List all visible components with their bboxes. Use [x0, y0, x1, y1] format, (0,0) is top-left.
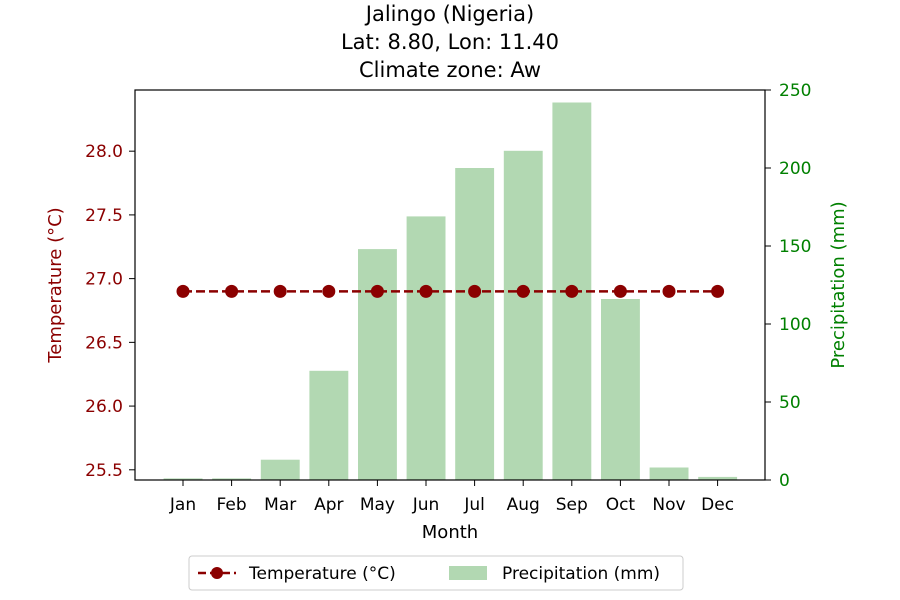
precip-bar-nov	[649, 467, 689, 480]
chart-title: Jalingo (Nigeria) Lat: 8.80, Lon: 11.40 …	[341, 2, 559, 82]
precip-bar-may	[358, 249, 397, 480]
precip-bar-mar	[260, 459, 300, 480]
y-axis-label-right: Precipitation (mm)	[828, 201, 849, 368]
temp-point-aug	[516, 284, 530, 298]
x-axis-label: Month	[422, 522, 478, 543]
temp-point-mar	[273, 284, 287, 298]
temperature-line	[176, 284, 725, 298]
legend: Temperature (°C) Precipitation (mm)	[188, 555, 684, 591]
temp-point-apr	[322, 284, 336, 298]
x-tick-label-mar: Mar	[264, 495, 296, 515]
title-line-3: Climate zone: Aw	[359, 58, 541, 82]
x-tick-label-jun: Jun	[412, 495, 440, 515]
legend-frame	[188, 555, 684, 591]
precip-bar-dec	[698, 476, 738, 480]
precip-bar-feb	[212, 478, 252, 480]
temp-point-jan	[176, 284, 190, 298]
right-tick-label: 150	[779, 237, 811, 257]
left-tick-label: 26.5	[85, 333, 123, 353]
x-tick-label-jul: Jul	[463, 495, 485, 515]
precip-bar-jun	[406, 216, 446, 480]
x-tick-label-jan: Jan	[169, 495, 196, 515]
right-tick-label: 200	[779, 159, 811, 179]
right-tick-label: 100	[779, 315, 811, 335]
left-axis: 25.5 26.0 26.5 27.0 27.5 28.0	[85, 142, 135, 481]
precip-bar-jan	[163, 478, 203, 480]
legend-precipitation-label: Precipitation (mm)	[502, 564, 660, 584]
left-tick-label: 25.5	[85, 461, 123, 481]
x-tick-label-dec: Dec	[701, 495, 734, 515]
temp-point-dec	[711, 284, 725, 298]
left-tick-label: 28.0	[85, 142, 123, 162]
x-tick-label-apr: Apr	[314, 495, 343, 515]
x-tick-label-aug: Aug	[507, 495, 540, 515]
x-tick-label-sep: Sep	[556, 495, 588, 515]
temp-point-sep	[565, 284, 579, 298]
right-tick-label: 250	[779, 81, 811, 101]
precipitation-bars	[163, 102, 738, 481]
right-tick-label: 50	[779, 393, 801, 413]
temp-point-feb	[225, 284, 239, 298]
x-axis: Jan Feb Mar Apr May Jun Jul Aug Sep Oct Nov Dec	[169, 480, 734, 515]
left-tick-label: 27.5	[85, 206, 123, 226]
plot-area-frame	[134, 89, 766, 481]
left-tick-label: 27.0	[85, 270, 123, 290]
x-tick-label-oct: Oct	[606, 495, 636, 515]
precip-bar-aug	[503, 150, 543, 481]
title-line-2: Lat: 8.80, Lon: 11.40	[341, 30, 559, 54]
left-tick-label: 26.0	[85, 397, 123, 417]
temp-point-nov	[662, 284, 676, 298]
y-axis-label-left: Temperature (°C)	[45, 207, 66, 363]
legend-temperature-label: Temperature (°C)	[248, 564, 396, 584]
title-line-1: Jalingo (Nigeria)	[364, 2, 534, 26]
precip-bar-oct	[601, 299, 640, 480]
legend-temperature-marker	[211, 567, 223, 579]
legend-precipitation-swatch	[449, 566, 487, 580]
right-axis: 0 50 100 150 200 250	[765, 81, 811, 491]
temp-point-jun	[419, 284, 433, 298]
x-tick-label-may: May	[360, 495, 395, 515]
temp-point-jul	[468, 284, 482, 298]
temp-point-oct	[613, 284, 627, 298]
right-tick-label: 0	[779, 471, 790, 491]
precip-bar-jul	[455, 168, 495, 480]
precip-bar-apr	[309, 370, 349, 480]
x-tick-label-nov: Nov	[652, 495, 685, 515]
x-tick-label-feb: Feb	[217, 495, 247, 515]
temp-point-may	[370, 284, 384, 298]
